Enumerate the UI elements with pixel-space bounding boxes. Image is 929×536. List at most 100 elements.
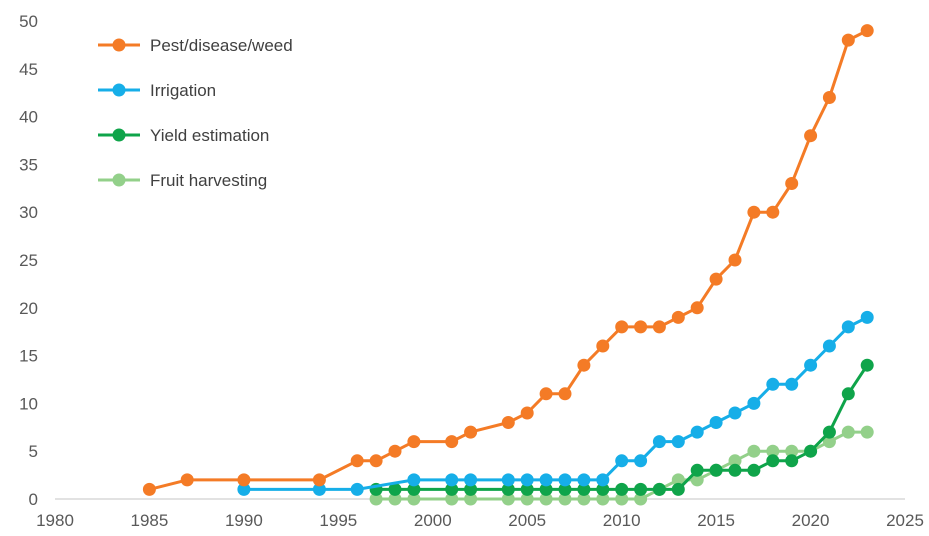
legend: Pest/disease/weed Irrigation Yield estimat…: [98, 36, 293, 190]
data-point: [520, 492, 534, 506]
data-point: [596, 482, 610, 496]
data-point: [690, 463, 704, 477]
data-point: [520, 482, 534, 496]
data-point: [728, 463, 742, 477]
data-point: [728, 406, 742, 420]
data-point: [407, 482, 421, 496]
data-point: [596, 492, 610, 506]
data-point: [615, 492, 629, 506]
data-point: [312, 473, 326, 487]
data-point: [804, 129, 818, 143]
data-point: [520, 406, 534, 420]
y-tick-label: 25: [19, 251, 38, 270]
x-axis-tick-labels: 1980 1985 1990 1995 2000 2005 2010 2015 2020 2025: [36, 511, 924, 530]
data-point: [766, 205, 780, 219]
data-point: [690, 473, 704, 487]
x-tick-label: 2015: [697, 511, 735, 530]
data-point: [577, 358, 591, 372]
data-point: [558, 473, 572, 487]
legend-swatch-marker: [112, 128, 126, 142]
data-point: [501, 492, 515, 506]
data-point: [804, 444, 818, 458]
data-point: [369, 492, 383, 506]
x-tick-label: 1980: [36, 511, 74, 530]
x-tick-label: 2010: [603, 511, 641, 530]
data-point: [747, 396, 761, 410]
x-tick-label: 1995: [319, 511, 357, 530]
y-tick-label: 35: [19, 155, 38, 174]
legend-item: Yield estimation: [98, 126, 269, 145]
legend-swatch-marker: [112, 38, 126, 52]
data-point: [766, 444, 780, 458]
y-tick-label: 20: [19, 299, 38, 318]
legend-label: Irrigation: [150, 81, 216, 100]
x-tick-label: 1985: [131, 511, 169, 530]
data-point: [615, 482, 629, 496]
data-point: [652, 435, 666, 449]
y-tick-label: 5: [29, 442, 38, 461]
series-layer: [142, 24, 874, 506]
data-point: [464, 425, 478, 439]
data-point: [539, 387, 553, 401]
data-point: [671, 473, 685, 487]
data-point: [709, 463, 723, 477]
data-point: [804, 358, 818, 372]
y-axis-tick-labels: 0 5 10 15 20 25 30 35 40 45 50: [19, 12, 38, 509]
data-point: [577, 482, 591, 496]
legend-label: Yield estimation: [150, 126, 269, 145]
data-point: [577, 473, 591, 487]
data-point: [766, 454, 780, 468]
data-point: [841, 425, 855, 439]
legend-item: Pest/disease/weed: [98, 36, 293, 55]
data-point: [407, 435, 421, 449]
series-yield-estimation: [369, 358, 874, 496]
x-tick-label: 2025: [886, 511, 924, 530]
data-point: [690, 425, 704, 439]
y-tick-label: 30: [19, 203, 38, 222]
data-point: [822, 339, 836, 353]
data-point: [652, 320, 666, 334]
y-tick-label: 50: [19, 12, 38, 31]
data-point: [747, 444, 761, 458]
legend-swatch-marker: [112, 83, 126, 97]
y-tick-label: 40: [19, 108, 38, 127]
data-point: [615, 320, 629, 334]
y-tick-label: 15: [19, 347, 38, 366]
data-point: [312, 482, 326, 496]
data-point: [822, 425, 836, 439]
data-point: [237, 482, 251, 496]
data-point: [860, 358, 874, 372]
data-point: [766, 377, 780, 391]
data-point: [539, 482, 553, 496]
data-point: [615, 454, 629, 468]
legend-label: Fruit harvesting: [150, 171, 267, 190]
data-point: [634, 320, 648, 334]
data-point: [822, 435, 836, 449]
data-point: [350, 482, 364, 496]
data-point: [709, 416, 723, 429]
data-point: [388, 492, 402, 506]
data-point: [558, 387, 572, 401]
data-point: [690, 301, 704, 315]
data-point: [841, 320, 855, 334]
x-tick-label: 1990: [225, 511, 263, 530]
data-point: [652, 482, 666, 496]
x-tick-label: 2000: [414, 511, 452, 530]
data-point: [142, 482, 156, 496]
data-point: [501, 416, 515, 429]
data-point: [350, 454, 364, 468]
data-point: [785, 454, 799, 468]
data-point: [445, 473, 459, 487]
data-point: [180, 473, 194, 487]
series-irrigation: [237, 310, 874, 496]
data-point: [860, 24, 874, 38]
data-point: [464, 492, 478, 506]
data-point: [577, 492, 591, 506]
data-point: [747, 205, 761, 219]
data-point: [785, 177, 799, 190]
x-tick-label: 2020: [792, 511, 830, 530]
data-point: [634, 492, 648, 506]
data-point: [407, 473, 421, 487]
data-point: [728, 253, 742, 267]
legend-item: Fruit harvesting: [98, 171, 267, 190]
